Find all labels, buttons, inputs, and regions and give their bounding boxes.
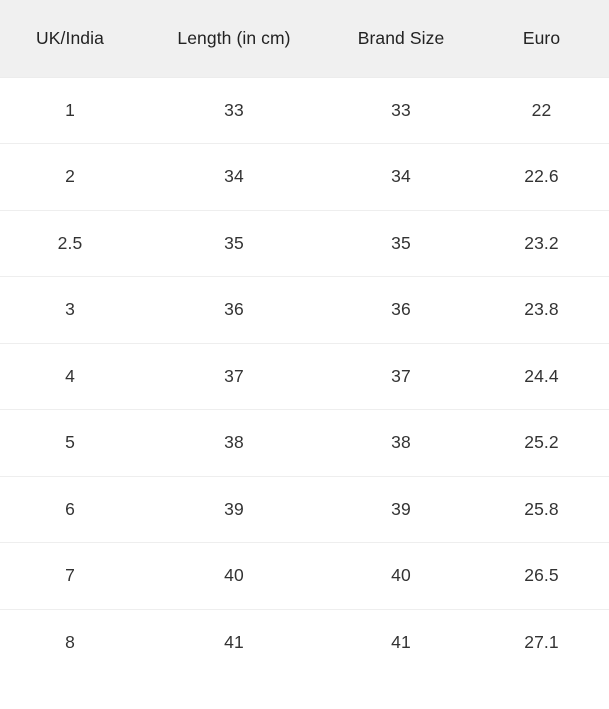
table-cell: 35	[391, 232, 411, 253]
table-cell: 23.2	[524, 232, 559, 253]
table-cell: 39	[224, 498, 244, 519]
table-cell: 33	[391, 99, 411, 120]
table-cell: 39	[391, 498, 411, 519]
table-cell: 23.8	[524, 299, 559, 320]
table-cell: 38	[391, 432, 411, 453]
table-row: 4 37 37 24.4	[0, 343, 609, 410]
table-row: 2.5 35 35 23.2	[0, 210, 609, 277]
table-cell: 6	[65, 498, 75, 519]
column-header-brand-size: Brand Size	[357, 27, 445, 48]
table-cell: 37	[391, 365, 411, 386]
table-cell: 36	[391, 299, 411, 320]
table-cell: 4	[65, 365, 75, 386]
table-cell: 35	[224, 232, 244, 253]
table-row: 2 34 34 22.6	[0, 143, 609, 210]
table-cell: 25.8	[524, 498, 559, 519]
table-cell: 2	[65, 166, 75, 187]
table-header-row: UK/India Length (in cm) Brand Size Euro	[0, 0, 609, 77]
column-header-euro: Euro	[522, 27, 561, 48]
table-cell: 41	[391, 632, 411, 652]
table-cell: 2.5	[57, 232, 83, 253]
column-header-uk-india: UK/India	[36, 27, 104, 48]
table-row: 7 40 40 26.5	[0, 542, 609, 609]
table-cell: 7	[65, 565, 75, 586]
column-header-length-cm: Length (in cm)	[177, 27, 291, 48]
table-row: 6 39 39 25.8	[0, 476, 609, 543]
table-cell: 8	[65, 632, 75, 652]
table-cell: 34	[391, 166, 411, 187]
table-cell: 38	[224, 432, 244, 453]
table-cell: 33	[224, 99, 244, 120]
table-row: 5 38 38 25.2	[0, 409, 609, 476]
table-cell: 5	[65, 432, 75, 453]
size-chart-table: UK/India Length (in cm) Brand Size Euro …	[0, 0, 609, 676]
table-cell: 22.6	[524, 166, 559, 187]
table-cell: 22	[531, 99, 552, 120]
table-cell: 41	[224, 632, 244, 652]
table-row: 8 41 41 27.1	[0, 609, 609, 676]
table-cell: 1	[65, 99, 75, 120]
table-cell: 3	[65, 299, 75, 320]
table-row: 3 36 36 23.8	[0, 276, 609, 343]
table-header: UK/India Length (in cm) Brand Size Euro	[0, 0, 609, 77]
table-cell: 34	[224, 166, 244, 187]
table-row: 1 33 33 22	[0, 77, 609, 144]
table-cell: 27.1	[524, 632, 559, 652]
table-cell: 24.4	[524, 365, 559, 386]
table-cell: 26.5	[524, 565, 559, 586]
table-cell: 37	[224, 365, 244, 386]
table-cell: 40	[224, 565, 244, 586]
table-cell: 25.2	[524, 432, 559, 453]
table-cell: 36	[224, 299, 244, 320]
table-body: 1 33 33 22 2 34 34 22.6 2.5 35 35 23.2 3 36 36 23.8 4 37 3…	[0, 77, 609, 676]
table-cell: 40	[391, 565, 411, 586]
